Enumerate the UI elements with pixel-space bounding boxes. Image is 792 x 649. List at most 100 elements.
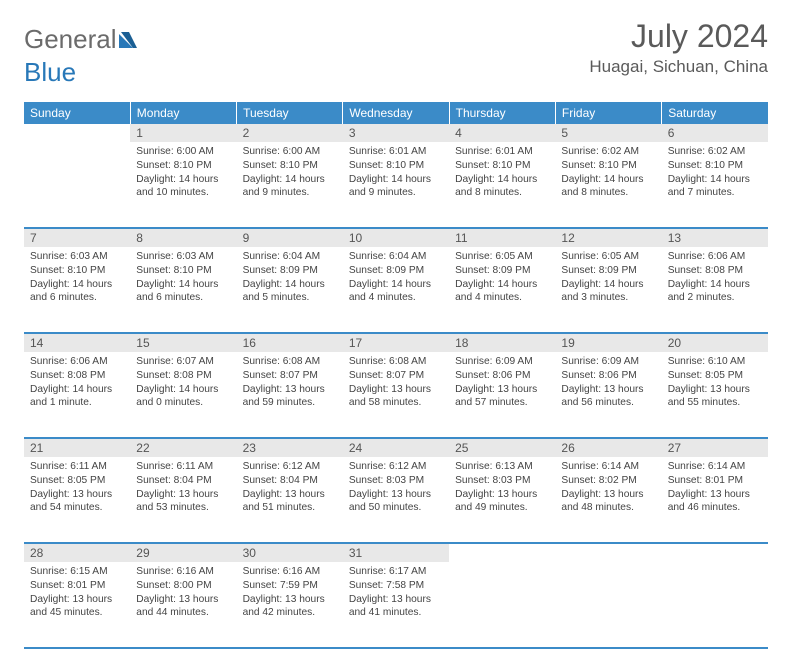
day-content-cell: Sunrise: 6:09 AMSunset: 8:06 PMDaylight:… <box>449 352 555 438</box>
sunrise-line: Sunrise: 6:11 AM <box>30 460 124 474</box>
sunrise-line: Sunrise: 6:09 AM <box>561 355 655 369</box>
day-number-cell: 30 <box>237 543 343 562</box>
sunset-line: Sunset: 8:03 PM <box>455 474 549 488</box>
day-info: Sunrise: 6:01 AMSunset: 8:10 PMDaylight:… <box>455 145 549 200</box>
day-content-cell: Sunrise: 6:11 AMSunset: 8:05 PMDaylight:… <box>24 457 130 543</box>
sunrise-line: Sunrise: 6:06 AM <box>668 250 762 264</box>
day-content-cell <box>662 562 768 648</box>
sunset-line: Sunset: 8:04 PM <box>243 474 337 488</box>
daylight-line: Daylight: 13 hours and 42 minutes. <box>243 593 337 621</box>
sunset-line: Sunset: 8:09 PM <box>455 264 549 278</box>
daylight-line: Daylight: 13 hours and 58 minutes. <box>349 383 443 411</box>
sunset-line: Sunset: 8:10 PM <box>30 264 124 278</box>
header: GeneralBlue July 2024 Huagai, Sichuan, C… <box>24 18 768 88</box>
day-number-cell: 26 <box>555 438 661 457</box>
day-number-cell: 19 <box>555 333 661 352</box>
daylight-line: Daylight: 13 hours and 48 minutes. <box>561 488 655 516</box>
day-content-cell: Sunrise: 6:14 AMSunset: 8:02 PMDaylight:… <box>555 457 661 543</box>
daylight-line: Daylight: 13 hours and 55 minutes. <box>668 383 762 411</box>
sunrise-line: Sunrise: 6:15 AM <box>30 565 124 579</box>
sunset-line: Sunset: 8:08 PM <box>30 369 124 383</box>
sunrise-line: Sunrise: 6:08 AM <box>349 355 443 369</box>
daylight-line: Daylight: 13 hours and 59 minutes. <box>243 383 337 411</box>
day-number-cell: 27 <box>662 438 768 457</box>
sunrise-line: Sunrise: 6:16 AM <box>136 565 230 579</box>
day-number-cell: 24 <box>343 438 449 457</box>
day-number-cell: 28 <box>24 543 130 562</box>
daylight-line: Daylight: 14 hours and 9 minutes. <box>349 173 443 201</box>
day-info: Sunrise: 6:02 AMSunset: 8:10 PMDaylight:… <box>668 145 762 200</box>
weekday-header: Thursday <box>449 102 555 124</box>
day-number-cell: 22 <box>130 438 236 457</box>
sunrise-line: Sunrise: 6:00 AM <box>136 145 230 159</box>
day-content-cell: Sunrise: 6:12 AMSunset: 8:04 PMDaylight:… <box>237 457 343 543</box>
day-number-cell: 7 <box>24 228 130 247</box>
daylight-line: Daylight: 13 hours and 45 minutes. <box>30 593 124 621</box>
sunset-line: Sunset: 8:10 PM <box>136 159 230 173</box>
day-number-cell: 29 <box>130 543 236 562</box>
day-number-cell: 11 <box>449 228 555 247</box>
day-info: Sunrise: 6:07 AMSunset: 8:08 PMDaylight:… <box>136 355 230 410</box>
content-row: Sunrise: 6:03 AMSunset: 8:10 PMDaylight:… <box>24 247 768 333</box>
sunset-line: Sunset: 8:08 PM <box>668 264 762 278</box>
weekday-header: Sunday <box>24 102 130 124</box>
daylight-line: Daylight: 13 hours and 57 minutes. <box>455 383 549 411</box>
sunset-line: Sunset: 8:06 PM <box>455 369 549 383</box>
day-content-cell: Sunrise: 6:00 AMSunset: 8:10 PMDaylight:… <box>237 142 343 228</box>
daylight-line: Daylight: 13 hours and 56 minutes. <box>561 383 655 411</box>
day-number-cell <box>449 543 555 562</box>
daylight-line: Daylight: 13 hours and 53 minutes. <box>136 488 230 516</box>
day-info: Sunrise: 6:04 AMSunset: 8:09 PMDaylight:… <box>349 250 443 305</box>
daylight-line: Daylight: 14 hours and 7 minutes. <box>668 173 762 201</box>
daylight-line: Daylight: 13 hours and 44 minutes. <box>136 593 230 621</box>
daynum-row: 123456 <box>24 124 768 142</box>
daylight-line: Daylight: 14 hours and 3 minutes. <box>561 278 655 306</box>
day-content-cell: Sunrise: 6:16 AMSunset: 7:59 PMDaylight:… <box>237 562 343 648</box>
day-info: Sunrise: 6:02 AMSunset: 8:10 PMDaylight:… <box>561 145 655 200</box>
day-number-cell: 20 <box>662 333 768 352</box>
content-row: Sunrise: 6:06 AMSunset: 8:08 PMDaylight:… <box>24 352 768 438</box>
day-number-cell: 23 <box>237 438 343 457</box>
logo-flag-icon <box>119 24 141 55</box>
sunset-line: Sunset: 8:10 PM <box>561 159 655 173</box>
daylight-line: Daylight: 13 hours and 49 minutes. <box>455 488 549 516</box>
sunset-line: Sunset: 8:07 PM <box>243 369 337 383</box>
sunrise-line: Sunrise: 6:12 AM <box>349 460 443 474</box>
day-number-cell: 6 <box>662 124 768 142</box>
day-content-cell: Sunrise: 6:05 AMSunset: 8:09 PMDaylight:… <box>449 247 555 333</box>
sunrise-line: Sunrise: 6:13 AM <box>455 460 549 474</box>
weekday-header: Wednesday <box>343 102 449 124</box>
sunrise-line: Sunrise: 6:03 AM <box>30 250 124 264</box>
day-number-cell: 3 <box>343 124 449 142</box>
daylight-line: Daylight: 14 hours and 10 minutes. <box>136 173 230 201</box>
day-content-cell <box>555 562 661 648</box>
daylight-line: Daylight: 13 hours and 51 minutes. <box>243 488 337 516</box>
daylight-line: Daylight: 14 hours and 4 minutes. <box>349 278 443 306</box>
day-content-cell: Sunrise: 6:04 AMSunset: 8:09 PMDaylight:… <box>343 247 449 333</box>
day-info: Sunrise: 6:09 AMSunset: 8:06 PMDaylight:… <box>455 355 549 410</box>
daylight-line: Daylight: 13 hours and 41 minutes. <box>349 593 443 621</box>
day-number-cell <box>662 543 768 562</box>
day-content-cell: Sunrise: 6:01 AMSunset: 8:10 PMDaylight:… <box>449 142 555 228</box>
title-block: July 2024 Huagai, Sichuan, China <box>589 18 768 77</box>
sunrise-line: Sunrise: 6:02 AM <box>668 145 762 159</box>
sunset-line: Sunset: 8:10 PM <box>243 159 337 173</box>
day-number-cell: 21 <box>24 438 130 457</box>
daylight-line: Daylight: 14 hours and 6 minutes. <box>30 278 124 306</box>
sunrise-line: Sunrise: 6:12 AM <box>243 460 337 474</box>
daylight-line: Daylight: 14 hours and 0 minutes. <box>136 383 230 411</box>
daylight-line: Daylight: 13 hours and 50 minutes. <box>349 488 443 516</box>
weekday-header: Saturday <box>662 102 768 124</box>
content-row: Sunrise: 6:00 AMSunset: 8:10 PMDaylight:… <box>24 142 768 228</box>
logo-text: GeneralBlue <box>24 24 141 88</box>
day-content-cell: Sunrise: 6:08 AMSunset: 8:07 PMDaylight:… <box>237 352 343 438</box>
daylight-line: Daylight: 14 hours and 2 minutes. <box>668 278 762 306</box>
day-info: Sunrise: 6:06 AMSunset: 8:08 PMDaylight:… <box>668 250 762 305</box>
day-content-cell: Sunrise: 6:04 AMSunset: 8:09 PMDaylight:… <box>237 247 343 333</box>
day-content-cell: Sunrise: 6:10 AMSunset: 8:05 PMDaylight:… <box>662 352 768 438</box>
sunset-line: Sunset: 8:06 PM <box>561 369 655 383</box>
content-row: Sunrise: 6:15 AMSunset: 8:01 PMDaylight:… <box>24 562 768 648</box>
day-content-cell: Sunrise: 6:06 AMSunset: 8:08 PMDaylight:… <box>24 352 130 438</box>
day-content-cell: Sunrise: 6:06 AMSunset: 8:08 PMDaylight:… <box>662 247 768 333</box>
day-number-cell: 1 <box>130 124 236 142</box>
